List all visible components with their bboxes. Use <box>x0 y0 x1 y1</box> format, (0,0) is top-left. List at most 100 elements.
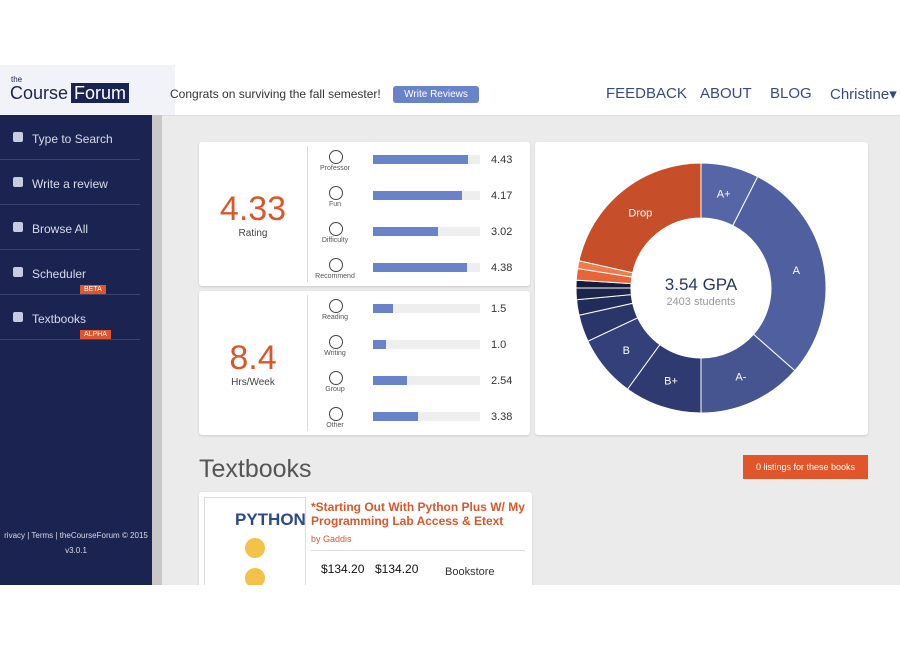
footer: rivacy | Terms | theCourseForum © 2015 <box>4 531 148 540</box>
bar <box>373 304 394 313</box>
cover-art <box>245 568 265 585</box>
screen: the Course Forum Congrats on surviving th… <box>0 65 900 585</box>
nav-link[interactable]: FEEDBACK <box>606 85 687 102</box>
metric-value: 3.02 <box>491 226 513 238</box>
book-title[interactable]: *Starting Out With Python Plus W/ My Pro… <box>311 500 525 528</box>
bar <box>373 412 419 421</box>
header: the Course Forum Congrats on surviving th… <box>0 65 900 116</box>
metric-value: 4.43 <box>491 154 513 166</box>
stat-label: Rating <box>238 228 268 239</box>
metric-value: 2.54 <box>491 375 513 387</box>
cover-art <box>245 538 265 558</box>
metric-icon <box>329 222 343 236</box>
metric-name: Difficulty <box>321 237 349 244</box>
nav-link[interactable]: ABOUT <box>700 85 752 102</box>
stat-value: 8.4 <box>229 339 277 377</box>
metric-name: Professor <box>320 165 350 172</box>
donut-slice <box>732 175 827 372</box>
sidebar-icon <box>13 222 23 232</box>
logo-small: the <box>11 75 23 84</box>
metric-name: Recommend <box>315 273 355 280</box>
slice-label: Drop <box>628 207 652 219</box>
user-name: Christine <box>830 86 890 103</box>
bar <box>373 155 468 164</box>
nav-link[interactable]: BLOG <box>770 85 812 102</box>
donut-slice <box>578 162 702 274</box>
sidebar-item[interactable]: Type to Search <box>0 115 140 160</box>
metric-value: 4.38 <box>491 262 513 274</box>
slice-label: A+ <box>717 189 731 201</box>
metric-icon <box>329 186 343 200</box>
book-cover: PYTHON <box>204 497 306 585</box>
hours-card: 8.4 Hrs/Week Reading 1.5 Writing 1.0 Group 2.54… <box>199 291 530 435</box>
metric-icon <box>329 407 343 421</box>
grades-card: A+ A A- B+ B Drop 3.54 GPA 2403 students <box>535 142 868 435</box>
rating-card: 4.33 Rating Professor 4.43 Fun 4.17 Difficulty… <box>199 142 530 286</box>
slice-label: A <box>793 265 801 277</box>
sidebar-icon <box>13 267 23 277</box>
bar-track <box>373 227 480 236</box>
divider <box>311 550 525 551</box>
book-source: Bookstore <box>445 566 495 578</box>
metric-value: 1.0 <box>491 339 507 351</box>
sidebar-badge: ALPHA <box>80 330 111 339</box>
metric-icon <box>329 299 343 313</box>
gpa: 3.54 GPA <box>665 275 738 294</box>
sidebar-item[interactable]: Textbooks ALPHA <box>0 295 140 340</box>
stat-label: Hrs/Week <box>231 377 275 388</box>
sidebar-icon <box>13 312 23 322</box>
bar <box>373 376 407 385</box>
sidebar-badge: BETA <box>80 285 106 294</box>
metric-name: Group <box>325 386 345 393</box>
textbooks-title: Textbooks <box>199 455 312 483</box>
bar <box>373 191 463 200</box>
bar-track <box>373 340 480 349</box>
metric-icon <box>329 150 343 164</box>
bar-track <box>373 155 480 164</box>
metric-value: 4.17 <box>491 190 513 202</box>
slice-label: A- <box>735 371 746 383</box>
logo-main: Course <box>10 83 69 103</box>
version: v3.0.1 <box>65 546 87 555</box>
donut-chart: A+ A A- B+ B Drop 3.54 GPA 2403 students <box>575 162 827 414</box>
bar-track <box>373 412 480 421</box>
bar <box>373 263 467 272</box>
stat-value: 4.33 <box>219 190 287 228</box>
sidebar-label: Write a review <box>32 177 108 191</box>
sidebar: Type to Search Write a review Browse All Sc… <box>0 115 152 585</box>
metric-name: Reading <box>321 314 349 321</box>
price: $134.20 <box>375 562 419 576</box>
sidebar-icon <box>13 132 23 142</box>
book-card: PYTHON *Starting Out With Python Plus W/… <box>199 492 532 585</box>
students: 2403 students <box>666 296 736 308</box>
write-reviews-button[interactable]: Write Reviews <box>393 86 479 103</box>
scrollbar[interactable] <box>152 115 162 585</box>
divider <box>307 146 308 282</box>
metric-icon <box>329 335 343 349</box>
sidebar-label: Browse All <box>32 222 89 236</box>
price: $134.20 <box>321 562 365 576</box>
metric-name: Writing <box>324 350 346 357</box>
message: Congrats on surviving the fall semester! <box>170 87 381 101</box>
sidebar-label: Type to Search <box>32 132 113 146</box>
metric-icon <box>329 371 343 385</box>
sidebar-item[interactable]: Write a review <box>0 160 140 205</box>
bar <box>373 227 438 236</box>
book-author: by Gaddis <box>311 534 352 544</box>
bar-track <box>373 376 480 385</box>
sidebar-label: Scheduler <box>32 267 87 281</box>
bar-track <box>373 304 480 313</box>
sidebar-label: Textbooks <box>32 312 87 326</box>
user-menu[interactable]: Christine▾ <box>830 86 897 103</box>
metric-value: 3.38 <box>491 411 513 423</box>
logo: Course Forum <box>10 83 130 104</box>
divider <box>307 295 308 431</box>
metric-name: Fun <box>328 201 342 208</box>
sidebar-item[interactable]: Browse All <box>0 205 140 250</box>
metric-value: 1.5 <box>491 303 507 315</box>
sidebar-item[interactable]: Scheduler BETA <box>0 250 140 295</box>
listings-button[interactable]: 0 listings for these books <box>743 455 868 479</box>
slice-label: B <box>623 345 630 357</box>
sidebar-icon <box>13 177 23 187</box>
